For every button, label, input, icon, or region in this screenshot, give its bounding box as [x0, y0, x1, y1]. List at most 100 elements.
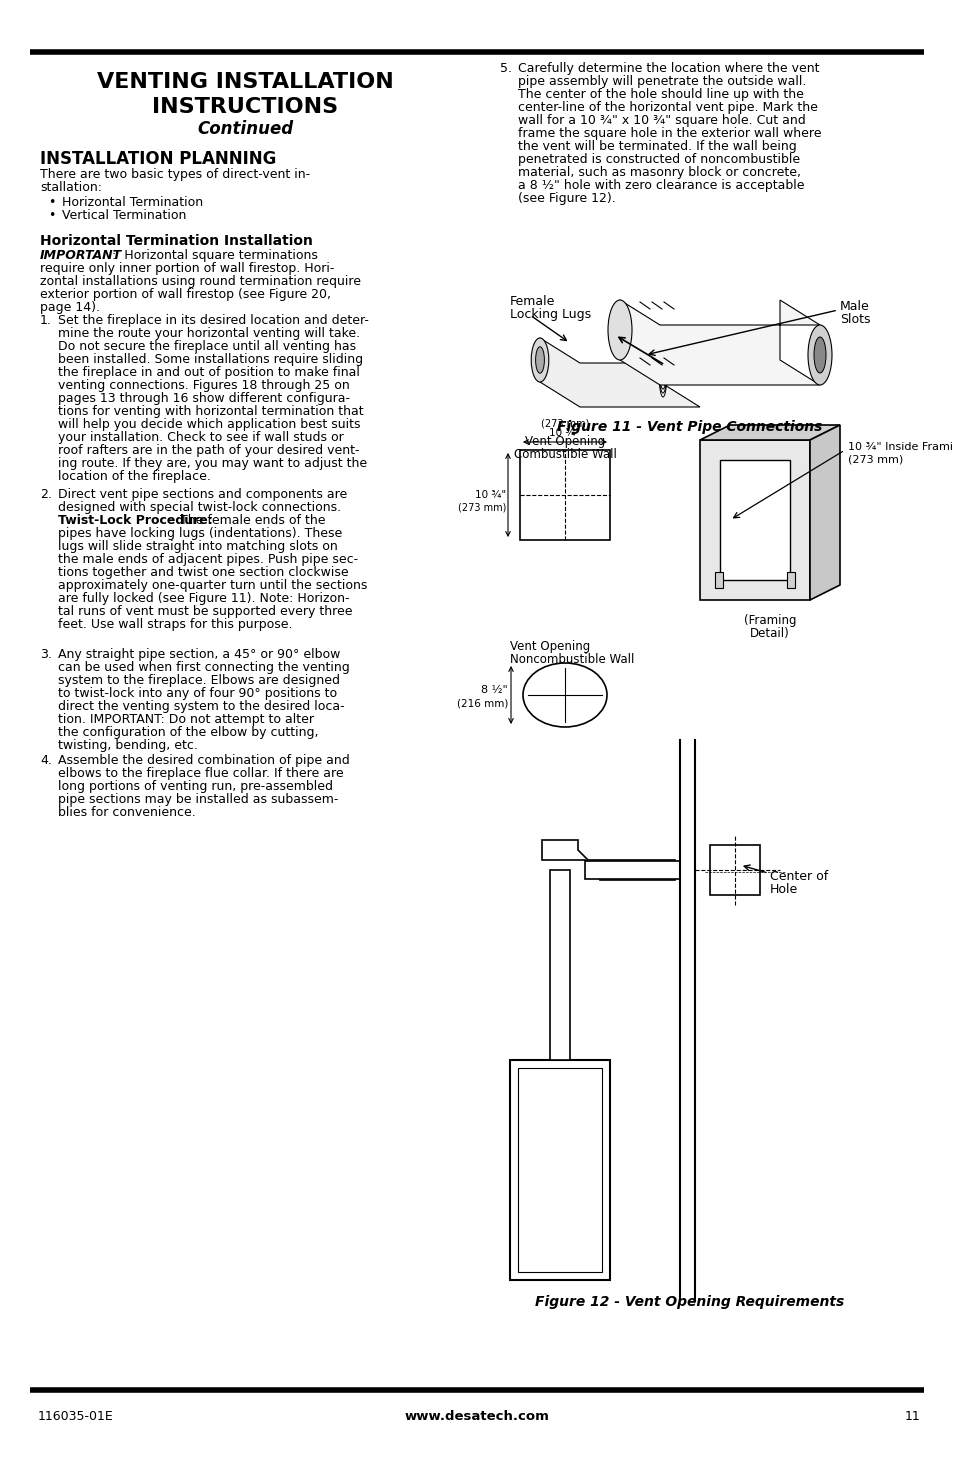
Text: elbows to the fireplace flue collar. If there are: elbows to the fireplace flue collar. If …	[58, 767, 343, 780]
Text: are fully locked (see Figure 11). Note: Horizon-: are fully locked (see Figure 11). Note: …	[58, 591, 349, 605]
Text: Twist-Lock Procedure:: Twist-Lock Procedure:	[58, 513, 213, 527]
Text: (see Figure 12).: (see Figure 12).	[517, 192, 615, 205]
Text: (273 mm): (273 mm)	[457, 502, 505, 512]
Bar	[709, 845, 760, 895]
Bar	[550, 870, 569, 1061]
Text: frame the square hole in the exterior wall where: frame the square hole in the exterior wa…	[517, 127, 821, 140]
Text: Noncombustible Wall: Noncombustible Wall	[510, 653, 634, 667]
Text: Female: Female	[510, 295, 555, 308]
Text: There are two basic types of direct-vent in-: There are two basic types of direct-vent…	[40, 168, 310, 181]
Bar	[584, 861, 679, 879]
Text: 5.: 5.	[499, 62, 512, 75]
Text: The center of the hole should line up with the: The center of the hole should line up wi…	[517, 88, 803, 100]
Bar	[510, 1061, 609, 1280]
Text: tions together and twist one section clockwise: tions together and twist one section clo…	[58, 566, 348, 580]
Text: The female ends of the: The female ends of the	[175, 513, 325, 527]
Text: penetrated is constructed of noncombustible: penetrated is constructed of noncombusti…	[517, 153, 800, 167]
Text: pages 13 through 16 show different configura-: pages 13 through 16 show different confi…	[58, 392, 350, 406]
Text: will help you decide which application best suits: will help you decide which application b…	[58, 417, 360, 431]
Text: twisting, bending, etc.: twisting, bending, etc.	[58, 739, 197, 752]
Text: Detail): Detail)	[749, 627, 789, 640]
Text: page 14).: page 14).	[40, 301, 100, 314]
Text: 10 ¾": 10 ¾"	[475, 490, 505, 500]
Text: exterior portion of wall firestop (see Figure 20,: exterior portion of wall firestop (see F…	[40, 288, 331, 301]
Text: INSTRUCTIONS: INSTRUCTIONS	[152, 97, 337, 117]
Text: zontal installations using round termination require: zontal installations using round termina…	[40, 274, 360, 288]
Text: designed with special twist-lock connections.: designed with special twist-lock connect…	[58, 502, 341, 513]
Text: VENTING INSTALLATION: VENTING INSTALLATION	[96, 72, 393, 91]
Text: tal runs of vent must be supported every three: tal runs of vent must be supported every…	[58, 605, 352, 618]
Text: can be used when first connecting the venting: can be used when first connecting the ve…	[58, 661, 350, 674]
Text: Figure 11 - Vent Pipe Connections: Figure 11 - Vent Pipe Connections	[557, 420, 821, 434]
Ellipse shape	[807, 324, 831, 385]
Ellipse shape	[522, 662, 606, 727]
Bar	[700, 440, 809, 600]
Text: lugs will slide straight into matching slots on: lugs will slide straight into matching s…	[58, 540, 337, 553]
Text: (273 mm): (273 mm)	[540, 417, 589, 428]
Text: Vent Opening: Vent Opening	[524, 435, 604, 448]
Text: Horizontal Termination: Horizontal Termination	[62, 196, 203, 209]
Text: (Framing: (Framing	[743, 614, 796, 627]
Text: center-line of the horizontal vent pipe. Mark the: center-line of the horizontal vent pipe.…	[517, 100, 817, 114]
Text: Do not secure the fireplace until all venting has: Do not secure the fireplace until all ve…	[58, 341, 355, 353]
Text: pipe sections may be installed as subassem-: pipe sections may be installed as subass…	[58, 794, 338, 805]
Text: 2.: 2.	[40, 488, 51, 502]
Ellipse shape	[813, 336, 825, 373]
Text: Hole: Hole	[769, 884, 798, 895]
Text: to twist-lock into any of four 90° positions to: to twist-lock into any of four 90° posit…	[58, 687, 336, 701]
Text: been installed. Some installations require sliding: been installed. Some installations requi…	[58, 353, 363, 366]
Text: Set the fireplace in its desired location and deter-: Set the fireplace in its desired locatio…	[58, 314, 369, 327]
Bar	[720, 460, 789, 580]
Text: mine the route your horizontal venting will take.: mine the route your horizontal venting w…	[58, 327, 359, 341]
Text: Continued: Continued	[196, 119, 293, 139]
Polygon shape	[539, 338, 700, 407]
Text: 11: 11	[903, 1410, 919, 1423]
Text: feet. Use wall straps for this purpose.: feet. Use wall straps for this purpose.	[58, 618, 293, 631]
Bar	[517, 1068, 601, 1271]
Text: IMPORTANT: IMPORTANT	[40, 249, 122, 263]
Text: roof rafters are in the path of your desired vent-: roof rafters are in the path of your des…	[58, 444, 359, 457]
Text: :  Horizontal square terminations: : Horizontal square terminations	[112, 249, 317, 263]
Text: the fireplace in and out of position to make final: the fireplace in and out of position to …	[58, 366, 359, 379]
Text: venting connections. Figures 18 through 25 on: venting connections. Figures 18 through …	[58, 379, 350, 392]
Text: 1.: 1.	[40, 314, 51, 327]
Text: 10 ¾" Inside Framing: 10 ¾" Inside Framing	[847, 442, 953, 451]
Text: Vent Opening: Vent Opening	[510, 640, 590, 653]
Text: wall for a 10 ¾" x 10 ¾" square hole. Cut and: wall for a 10 ¾" x 10 ¾" square hole. Cu…	[517, 114, 805, 127]
Text: system to the fireplace. Elbows are designed: system to the fireplace. Elbows are desi…	[58, 674, 339, 687]
Text: blies for convenience.: blies for convenience.	[58, 805, 195, 819]
Polygon shape	[809, 425, 840, 600]
Text: stallation:: stallation:	[40, 181, 102, 195]
Text: •: •	[48, 209, 55, 223]
Text: tion. IMPORTANT: Do not attempt to alter: tion. IMPORTANT: Do not attempt to alter	[58, 712, 314, 726]
Ellipse shape	[531, 338, 548, 382]
Bar	[714, 572, 722, 589]
Text: require only inner portion of wall firestop. Hori-: require only inner portion of wall fires…	[40, 263, 334, 274]
Text: Locking Lugs: Locking Lugs	[510, 308, 591, 322]
Text: Direct vent pipe sections and components are: Direct vent pipe sections and components…	[58, 488, 347, 502]
Text: location of the fireplace.: location of the fireplace.	[58, 471, 211, 482]
Text: Figure 12 - Vent Opening Requirements: Figure 12 - Vent Opening Requirements	[535, 1295, 843, 1308]
Text: 4.: 4.	[40, 754, 51, 767]
Text: Male: Male	[840, 299, 869, 313]
Bar	[519, 450, 609, 540]
Text: direct the venting system to the desired loca-: direct the venting system to the desired…	[58, 701, 344, 712]
Text: 3.: 3.	[40, 648, 51, 661]
Text: the configuration of the elbow by cutting,: the configuration of the elbow by cuttin…	[58, 726, 318, 739]
Text: approximately one-quarter turn until the sections: approximately one-quarter turn until the…	[58, 580, 367, 591]
Text: Any straight pipe section, a 45° or 90° elbow: Any straight pipe section, a 45° or 90° …	[58, 648, 340, 661]
Text: www.desatech.com: www.desatech.com	[404, 1410, 549, 1423]
Text: material, such as masonry block or concrete,: material, such as masonry block or concr…	[517, 167, 801, 178]
Text: Carefully determine the location where the vent: Carefully determine the location where t…	[517, 62, 819, 75]
Text: pipe assembly will penetrate the outside wall.: pipe assembly will penetrate the outside…	[517, 75, 805, 88]
Text: Center of: Center of	[769, 870, 827, 884]
Text: your installation. Check to see if wall studs or: your installation. Check to see if wall …	[58, 431, 343, 444]
Polygon shape	[541, 839, 675, 881]
Polygon shape	[619, 299, 820, 385]
Bar	[786, 572, 794, 589]
Text: 10 ¾": 10 ¾"	[549, 428, 580, 438]
Text: long portions of venting run, pre-assembled: long portions of venting run, pre-assemb…	[58, 780, 333, 794]
Text: Vertical Termination: Vertical Termination	[62, 209, 186, 223]
Text: INSTALLATION PLANNING: INSTALLATION PLANNING	[40, 150, 276, 168]
Text: (273 mm): (273 mm)	[847, 454, 902, 465]
